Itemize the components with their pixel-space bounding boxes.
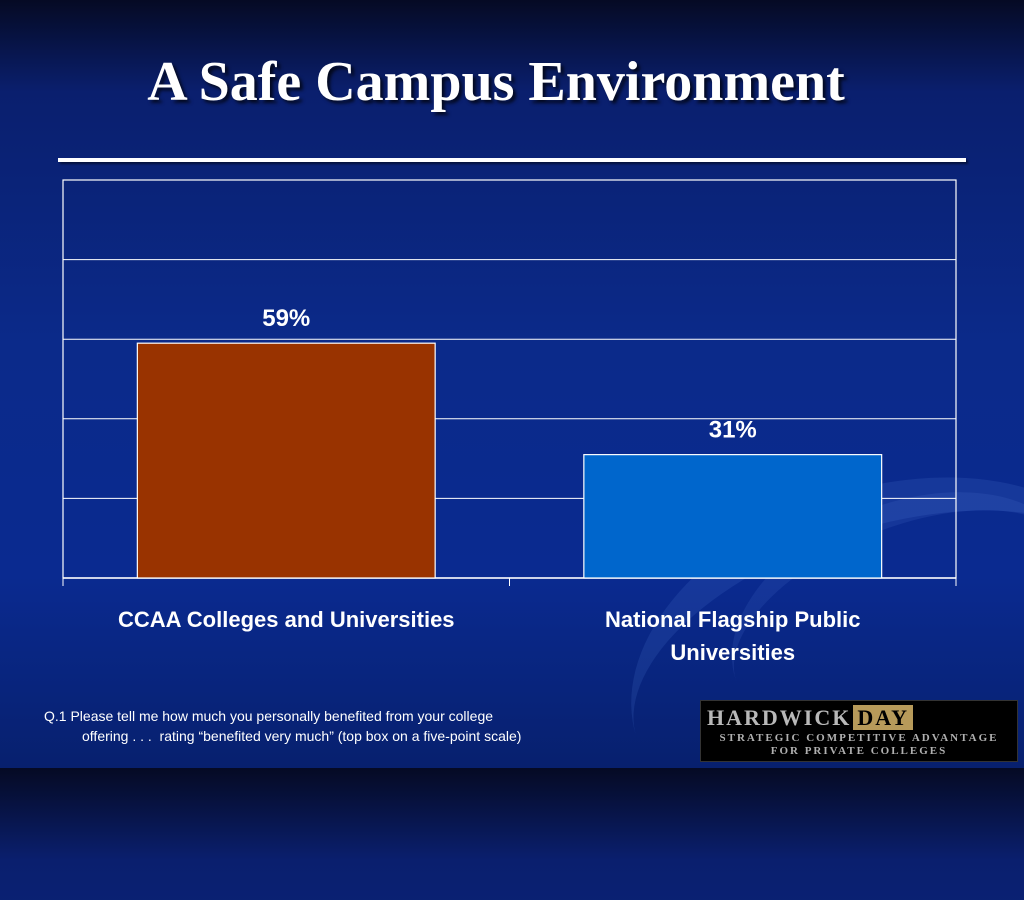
footnote: Q.1 Please tell me how much you personal… xyxy=(44,708,522,744)
x-tick-label: National Flagship Public Universities xyxy=(510,603,957,669)
logo-wordmark: HARDWICK DAY xyxy=(707,705,913,730)
slide-title: A Safe Campus Environment xyxy=(147,51,845,113)
x-tick-label: CCAA Colleges and Universities xyxy=(63,603,510,636)
x-tick-label-line: Universities xyxy=(670,640,796,665)
logo-tagline-1: STRATEGIC COMPETITIVE ADVANTAGE xyxy=(719,732,999,744)
logo-name-part1: HARDWICK xyxy=(707,705,852,730)
bar xyxy=(583,454,883,579)
x-tick-label-line: National Flagship Public xyxy=(605,607,861,632)
logo-name-part2: DAY xyxy=(853,705,913,730)
title-underline xyxy=(58,158,966,162)
data-label: 31% xyxy=(709,417,757,444)
bar-chart: 59% 31% xyxy=(136,305,883,579)
hardwick-day-logo: HARDWICK DAY STRATEGIC COMPETITIVE ADVANT… xyxy=(700,700,1018,762)
x-tick-label-line: CCAA Colleges and Universities xyxy=(117,607,455,632)
logo-tagline-2: FOR PRIVATE COLLEGES xyxy=(770,745,948,757)
data-label: 59% xyxy=(262,305,310,332)
bar xyxy=(136,342,436,579)
